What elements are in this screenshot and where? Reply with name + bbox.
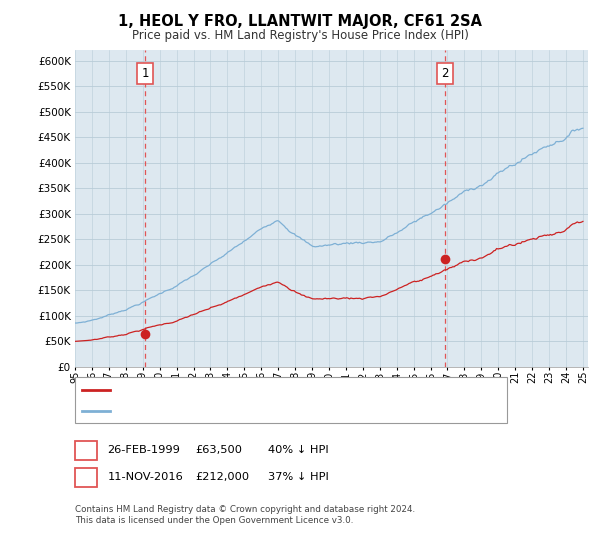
Text: 40% ↓ HPI: 40% ↓ HPI [268,445,328,455]
Text: 1, HEOL Y FRO, LLANTWIT MAJOR, CF61 2SA: 1, HEOL Y FRO, LLANTWIT MAJOR, CF61 2SA [118,14,482,29]
Text: 37% ↓ HPI: 37% ↓ HPI [268,472,328,482]
Text: 1: 1 [142,67,149,80]
Text: 11-NOV-2016: 11-NOV-2016 [107,472,183,482]
Text: £63,500: £63,500 [196,445,242,455]
Text: 2: 2 [82,470,89,484]
Text: 2: 2 [442,67,449,80]
Text: 1, HEOL Y FRO, LLANTWIT MAJOR, CF61 2SA (detached house): 1, HEOL Y FRO, LLANTWIT MAJOR, CF61 2SA … [116,385,457,395]
Text: Contains HM Land Registry data © Crown copyright and database right 2024.
This d: Contains HM Land Registry data © Crown c… [75,505,415,525]
Text: 1: 1 [82,444,89,457]
Text: 26-FEB-1999: 26-FEB-1999 [107,445,180,455]
Text: HPI: Average price, detached house, Vale of Glamorgan: HPI: Average price, detached house, Vale… [116,406,419,416]
Text: Price paid vs. HM Land Registry's House Price Index (HPI): Price paid vs. HM Land Registry's House … [131,29,469,42]
Text: £212,000: £212,000 [196,472,250,482]
